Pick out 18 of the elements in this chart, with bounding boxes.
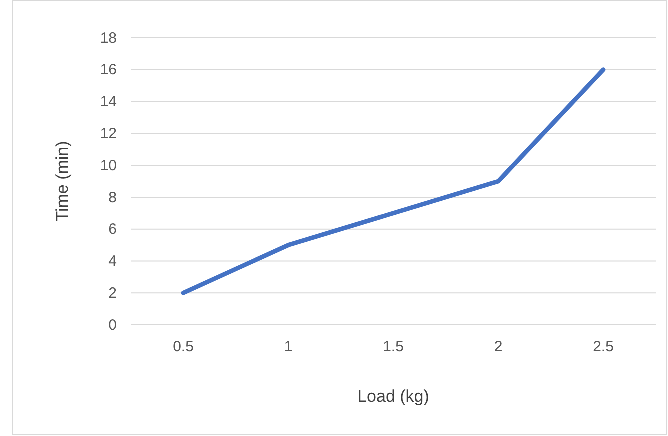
- line-series: [181, 68, 606, 296]
- y-tick-label: 18: [100, 30, 117, 47]
- x-tick-label: 0.5: [173, 338, 194, 356]
- x-tick-label: 2: [494, 338, 503, 356]
- y-tick-label: 10: [100, 157, 117, 174]
- y-tick-label: 2: [108, 284, 117, 302]
- y-tick-label: 0: [108, 316, 117, 334]
- x-tick-label: 1: [284, 338, 293, 356]
- x-tick-label: 1.5: [383, 338, 404, 356]
- y-tick-label: 12: [100, 125, 117, 142]
- y-tick-label: 16: [100, 62, 117, 79]
- x-tick-label: 2.5: [593, 338, 614, 356]
- y-tick-label: 6: [108, 221, 117, 238]
- y-axis-title: Time (min): [53, 141, 72, 222]
- x-axis-title: Load (kg): [358, 387, 430, 406]
- y-tick-label: 4: [108, 253, 117, 270]
- y-tick-label: 14: [100, 94, 117, 111]
- y-tick-label: 8: [108, 189, 117, 206]
